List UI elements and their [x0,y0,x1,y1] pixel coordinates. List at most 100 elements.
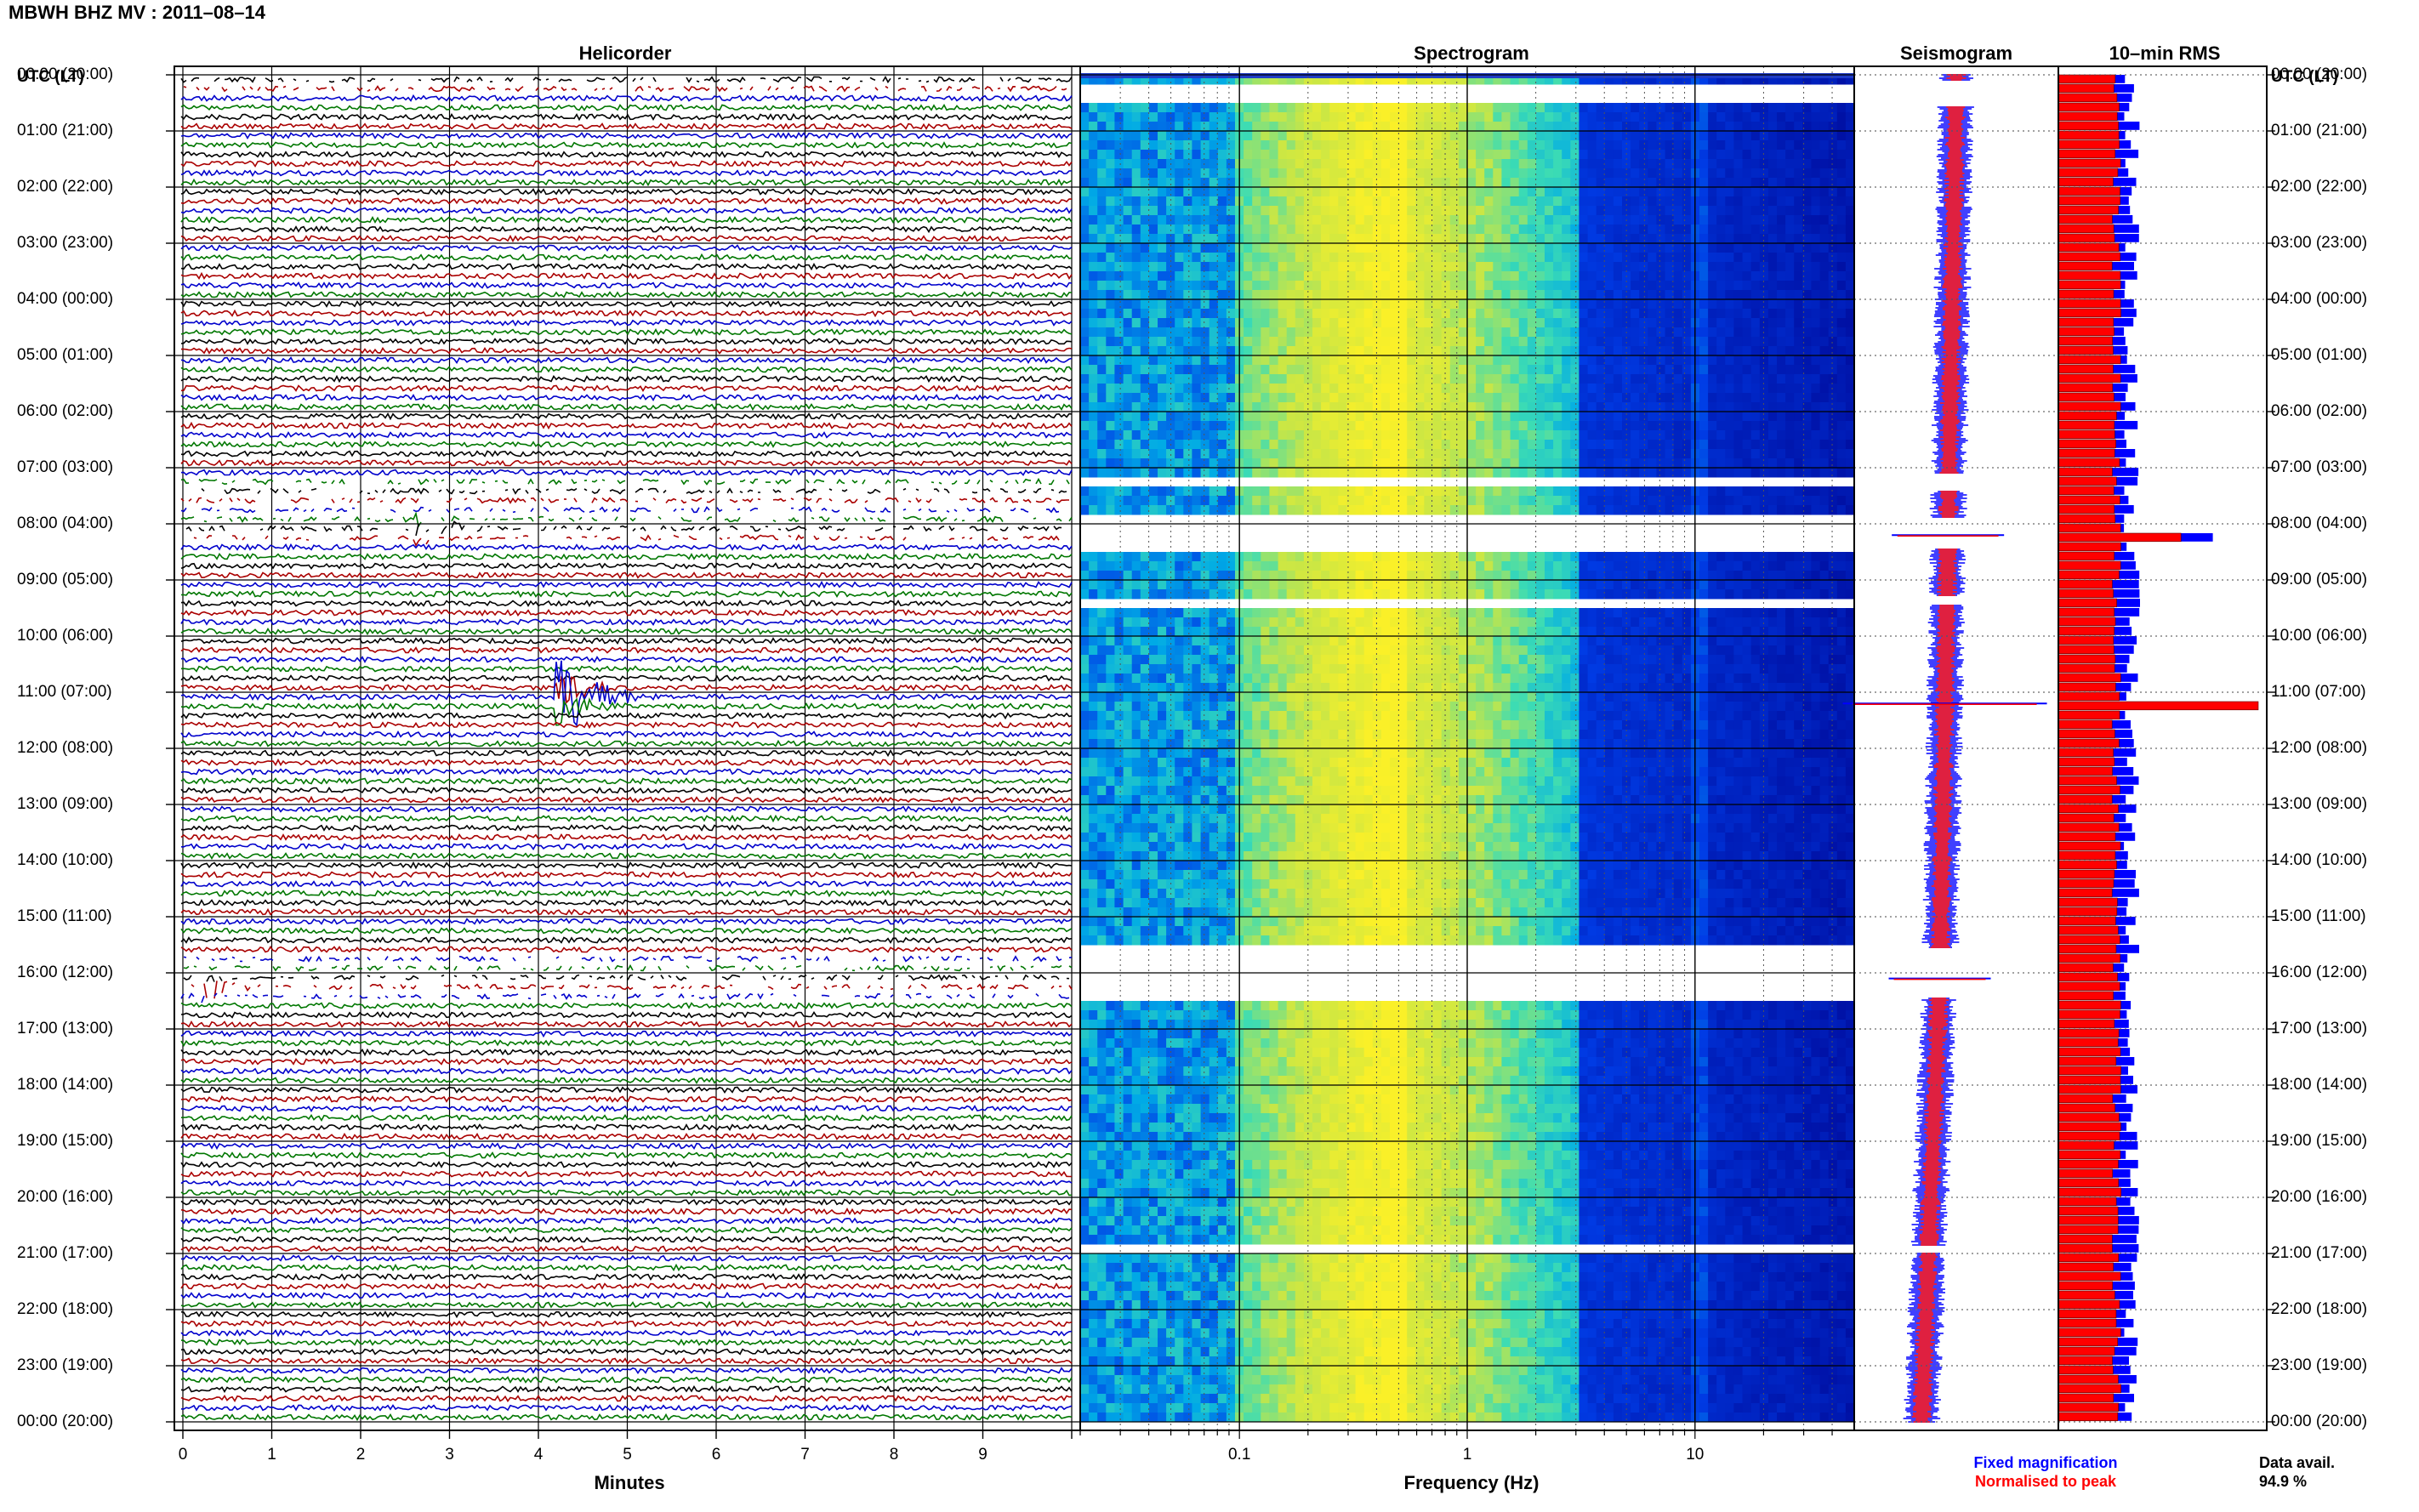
spectrogram-cell [1398,561,1408,571]
spectrogram-cell [1131,112,1141,122]
spectrogram-cell [1518,150,1528,160]
spectrogram-cell [1312,215,1322,225]
spectrogram-cell [1089,393,1098,403]
spectrogram-cell [1518,645,1528,656]
spectrogram-cell [1380,122,1391,132]
spectrogram-cell [1432,215,1443,225]
spectrogram-cell [1639,627,1648,637]
spectrogram-cell [1175,365,1184,375]
spectrogram-cell [1802,178,1812,188]
spectrogram-cell [1424,159,1434,169]
spectrogram-cell [1183,337,1192,347]
spectrogram-cell [1458,225,1468,235]
spectrogram-cell [1183,402,1192,412]
spectrogram-cell [1244,580,1253,590]
spectrogram-cell [1579,337,1589,347]
spectrogram-cell [1363,309,1374,319]
spectrogram-cell [1767,486,1778,497]
spectrogram-cell [1200,374,1210,384]
spectrogram-cell [1338,150,1347,160]
spectrogram-cell [1355,412,1365,422]
spectrogram-cell [1312,589,1322,600]
spectrogram-cell [1200,299,1210,310]
spectrogram-cell [1209,271,1219,281]
spectrogram-cell [1665,122,1675,132]
spectrogram-cell [1493,384,1502,394]
spectrogram-cell [1380,299,1391,310]
spectrogram-cell [1501,346,1511,356]
spectrogram-cell [1476,552,1485,562]
spectrogram-cell [1527,589,1537,600]
spectrogram-cell [1217,150,1227,160]
spectrogram-cell [1415,234,1425,244]
spectrogram-cell [1269,159,1279,169]
spectrogram-cell [1759,589,1769,600]
spectrogram-cell [1579,122,1589,132]
spectrogram-cell [1192,393,1202,403]
spectrogram-cell [1097,608,1107,618]
spectrogram-cell [1510,112,1520,122]
spectrogram-cell [1535,271,1545,281]
spectrogram-cell [1312,309,1322,319]
spectrogram-cell [1570,486,1579,497]
spectrogram-cell [1596,458,1606,469]
spectrogram-cell [1441,449,1451,459]
spectrogram-cell [1794,234,1803,244]
spectrogram-cell [1123,187,1133,197]
spectrogram-cell [1200,440,1210,450]
spectrogram-cell [1777,468,1786,478]
spectrogram-cell [1158,140,1167,151]
spectrogram-cell [1200,617,1210,628]
spectrogram-cell [1725,318,1734,328]
spectrogram-cell [1845,215,1855,225]
spectrogram-cell [1845,580,1855,590]
spectrogram-cell [1140,262,1150,272]
spectrogram-cell [1380,215,1391,225]
spectrogram-cell [1415,468,1425,478]
spectrogram-cell [1338,131,1347,141]
helicorder-trace [180,814,1073,823]
spectrogram-cell [1811,187,1821,197]
spectrogram-cell [1819,561,1830,571]
spectrogram-cell [1562,112,1571,122]
spectrogram-cell [1449,178,1460,188]
spectrogram-cell [1553,458,1562,469]
spectrogram-cell [1570,337,1579,347]
spectrogram-cell [1836,140,1847,151]
spectrogram-cell [1244,627,1253,637]
spectrogram-cell [1295,402,1305,412]
spectrogram-cell [1321,486,1330,497]
spectrogram-cell [1432,440,1443,450]
spectrogram-cell [1458,393,1468,403]
spectrogram-cell [1742,337,1752,347]
spectrogram-cell [1802,103,1812,113]
spectrogram-cell [1355,327,1365,338]
spectrogram-cell [1570,458,1579,469]
spectrogram-cell [1535,458,1545,469]
spectrogram-cell [1097,262,1107,272]
spectrogram-cell [1725,617,1734,628]
spectrogram-cell [1716,496,1726,506]
spectrogram-cell [1380,168,1391,179]
spectrogram-cell [1252,131,1261,141]
spectrogram-cell [1545,486,1554,497]
spectrogram-cell [1845,309,1855,319]
spectrogram-cell [1123,122,1133,132]
helicorder-trace [180,1348,1073,1356]
spectrogram-cell [1097,196,1107,207]
spectrogram-cell [1106,140,1115,151]
spectrogram-cell [1312,645,1322,656]
spectrogram-cell [1252,215,1261,225]
spectrogram-cell [1570,122,1579,132]
spectrogram-cell [1553,299,1562,310]
spectrogram-cell [1106,271,1115,281]
spectrogram-cell [1579,178,1589,188]
spectrogram-cell [1604,608,1614,618]
spectrogram-cell [1131,337,1141,347]
spectrogram-cell [1493,496,1502,506]
spectrogram-cell [1080,608,1090,618]
spectrogram-cell [1476,486,1485,497]
spectrogram-cell [1200,75,1210,85]
spectrogram-cell [1811,262,1821,272]
spectrogram-cell [1527,309,1537,319]
